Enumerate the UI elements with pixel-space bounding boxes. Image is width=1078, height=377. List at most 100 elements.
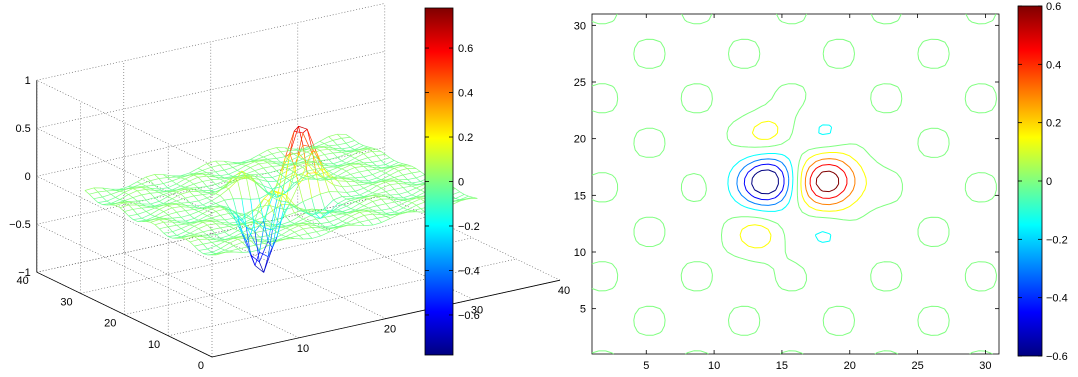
mesh-segment (390, 193, 399, 196)
mesh-segment (376, 181, 386, 187)
mesh-segment (333, 177, 338, 180)
colorbar-tick-label: −0.6 (458, 310, 480, 322)
mesh-segment (407, 200, 413, 203)
mesh-segment (455, 198, 460, 201)
mesh-segment (281, 226, 286, 229)
mesh-segment (328, 170, 334, 175)
mesh-segment (141, 187, 147, 190)
mesh-segment (232, 162, 238, 164)
mesh-segment (398, 200, 408, 206)
mesh-segment (185, 204, 190, 208)
mesh-segment (228, 222, 234, 226)
mesh-segment (346, 181, 352, 187)
mesh-segment (385, 154, 390, 158)
mesh-segment (202, 213, 208, 217)
mesh-segment (302, 174, 312, 179)
mesh-segment (106, 200, 112, 204)
mesh-segment (324, 199, 334, 209)
mesh-segment (359, 210, 369, 213)
mesh-segment (367, 170, 373, 175)
mesh-segment (328, 148, 338, 151)
mesh-segment (390, 214, 400, 219)
mesh-segment (171, 185, 181, 191)
mesh-segment (346, 218, 356, 224)
mesh-segment (285, 189, 290, 193)
mesh-segment (302, 175, 312, 178)
mesh-segment (154, 216, 160, 218)
mesh-segment (267, 240, 273, 249)
mesh-segment (220, 252, 226, 254)
mesh-segment (350, 199, 356, 203)
mesh-segment (368, 190, 373, 194)
mesh-segment (320, 191, 330, 195)
z-tick-label: −0.5 (9, 219, 31, 231)
mesh-segment (328, 191, 334, 201)
mesh-segment (372, 195, 378, 197)
mesh-segment (255, 244, 261, 250)
contour-level (739, 120, 867, 249)
mesh-segment (355, 218, 361, 223)
mesh-segment (394, 207, 404, 213)
mesh-segment (132, 194, 142, 198)
mesh-segment (342, 208, 352, 212)
mesh-segment (189, 172, 194, 175)
mesh-segment (276, 178, 286, 187)
mesh-segment (115, 192, 125, 198)
mesh-segment (180, 185, 186, 188)
mesh-segment (315, 156, 321, 162)
mesh-segment (455, 194, 465, 199)
mesh-segment (206, 163, 212, 168)
contour-lines (591, 13, 997, 355)
mesh-segment (237, 170, 242, 173)
mesh-segment (245, 161, 251, 163)
y-tick-label: 20 (574, 134, 586, 146)
mesh-segment (168, 236, 173, 239)
mesh-segment (245, 176, 251, 200)
mesh-segment (198, 187, 203, 191)
mesh-segment (346, 177, 351, 180)
mesh-segment (337, 157, 343, 162)
mesh-segment (145, 189, 151, 194)
mesh-segment (154, 203, 164, 207)
mesh-segment (368, 210, 378, 213)
mesh-segment (259, 193, 269, 200)
mesh-segment (359, 194, 365, 197)
mesh-segment (136, 181, 142, 185)
mesh-segment (329, 221, 334, 226)
mesh-segment (341, 196, 347, 200)
mesh-segment (324, 167, 330, 172)
mesh-segment (211, 187, 221, 191)
mesh-segment (158, 187, 168, 190)
mesh-segment (328, 145, 334, 149)
mesh-segment (215, 183, 221, 188)
colorbar-tick-label: 0.2 (458, 132, 473, 144)
mesh-segment (102, 194, 112, 198)
mesh-segment (219, 195, 225, 201)
mesh-segment (403, 197, 408, 200)
mesh-segment (203, 236, 212, 239)
mesh-segment (385, 191, 391, 196)
mesh-segment (223, 160, 229, 165)
mesh-segment (224, 180, 229, 184)
mesh-segment (415, 174, 425, 179)
mesh-segment (285, 227, 291, 230)
mesh-segment (290, 235, 300, 238)
mesh-segment (185, 186, 190, 189)
mesh-segment (263, 185, 273, 190)
mesh-segment (145, 197, 155, 201)
mesh-segment (315, 209, 321, 213)
mesh-segment (258, 149, 268, 156)
mesh-segment (459, 191, 465, 195)
mesh-segment (342, 204, 347, 207)
mesh-segment (350, 143, 360, 148)
mesh-segment (289, 184, 299, 204)
mesh-segment (394, 168, 399, 172)
mesh-segment (285, 154, 291, 180)
mesh-segment (381, 187, 386, 192)
mesh-segment (233, 224, 243, 229)
mesh-segment (359, 163, 364, 167)
mesh-segment (167, 226, 173, 232)
mesh-segment (359, 183, 369, 186)
mesh-segment (350, 197, 360, 201)
mesh-segment (341, 147, 351, 150)
